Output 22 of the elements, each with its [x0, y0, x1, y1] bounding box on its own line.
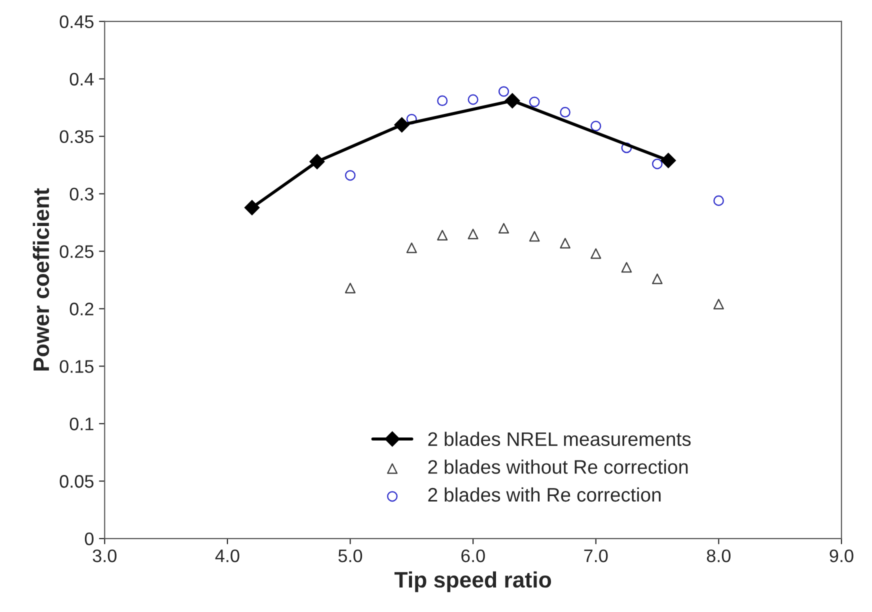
x-tick-label: 3.0: [92, 549, 116, 562]
y-tick-label: 0.45: [60, 15, 94, 28]
y-axis-title: Power coefficient: [32, 188, 50, 370]
y-tick-label: 0.25: [60, 245, 94, 258]
x-tick-label: 8.0: [706, 549, 731, 562]
x-tick-label: 4.0: [215, 549, 240, 562]
legend-label: 2 blades NREL measurements: [428, 432, 691, 446]
y-tick-label: 0.15: [60, 360, 94, 373]
y-tick-label: 0.05: [60, 475, 94, 488]
legend-label: 2 blades without Re correction: [428, 460, 688, 474]
y-tick-label: 0.35: [60, 130, 94, 144]
y-tick-label: 0.2: [70, 302, 94, 316]
y-tick-label: 0.1: [70, 418, 94, 430]
x-axis-title: Tip speed ratio: [394, 571, 552, 592]
y-tick-label: 0.3: [70, 188, 94, 201]
x-tick-label: 9.0: [830, 549, 854, 562]
x-tick-label: 7.0: [584, 549, 608, 562]
legend-label: 2 blades with Re correction: [428, 487, 661, 502]
x-tick-label: 5.0: [338, 549, 362, 562]
y-tick-label: 0.4: [70, 72, 94, 86]
x-tick-label: 6.0: [461, 549, 485, 562]
y-tick-label: 0: [84, 532, 94, 546]
